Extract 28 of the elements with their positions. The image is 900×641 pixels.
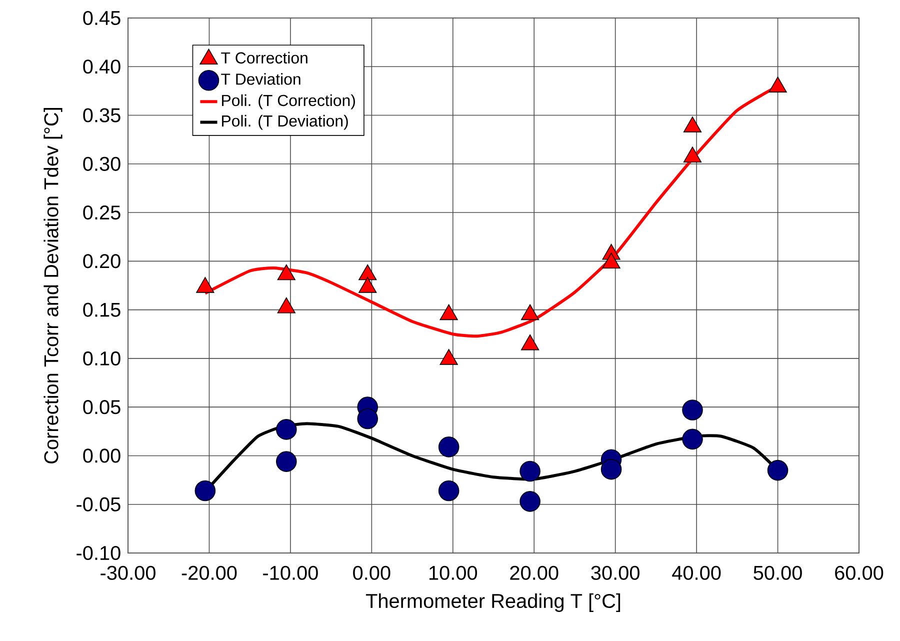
y-axis-title: Correction Tcorr and Deviation Tdev [°C]: [44, 108, 62, 464]
legend-label: Poli. (T Correction): [222, 94, 355, 110]
x-tick-label: 30.00: [591, 566, 640, 580]
y-tick-label: 0.10: [83, 351, 120, 366]
x-tick-label: 40.00: [672, 566, 721, 580]
legend-label: Poli. (T Deviation): [222, 114, 348, 130]
x-axis-title: Thermometer Reading T [°C]: [366, 593, 620, 612]
x-tick-label: 60.00: [835, 566, 884, 580]
y-tick-label: 0.15: [83, 302, 120, 317]
x-tick-label: 0.00: [353, 566, 390, 580]
y-tick-label: 0.45: [83, 10, 120, 26]
x-tick-label: -20.00: [182, 566, 237, 580]
y-tick-label: 0.25: [83, 205, 120, 220]
x-tick-label: -30.00: [100, 566, 156, 580]
y-tick-label: 0.35: [83, 108, 120, 122]
y-tick-label: 0.40: [83, 60, 120, 74]
y-tick-label: 0.30: [83, 156, 120, 171]
x-tick-label: 20.00: [510, 566, 558, 580]
y-tick-label: 0.05: [83, 400, 120, 414]
x-tick-label: 10.00: [429, 566, 478, 580]
x-tick-label: 50.00: [754, 566, 802, 580]
y-tick-label: -0.05: [76, 497, 120, 512]
y-tick-label: 0.20: [83, 254, 120, 268]
y-tick-label: 0.00: [83, 448, 120, 463]
legend-label: T Deviation: [221, 73, 300, 85]
y-tick-label: -0.10: [76, 546, 120, 560]
x-tick-label: -10.00: [263, 566, 318, 580]
legend-label: T Correction: [221, 52, 308, 64]
